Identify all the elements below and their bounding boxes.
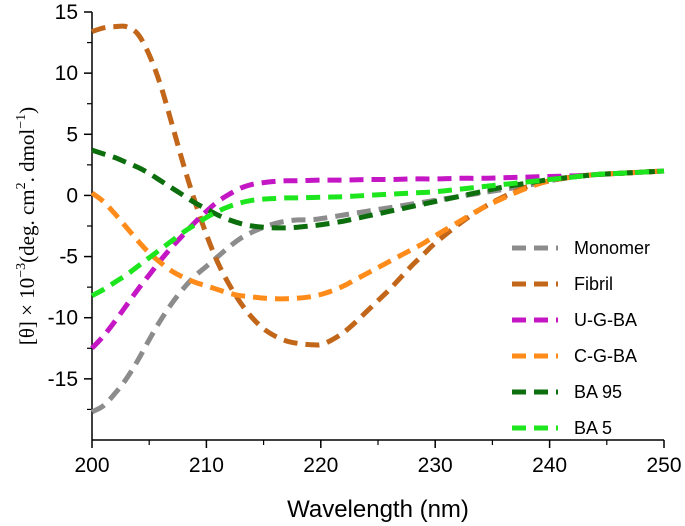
axes	[91, 12, 664, 441]
x-tick-label: 210	[189, 454, 224, 477]
legend-label: Monomer	[574, 238, 650, 258]
y-tick-label: 15	[55, 1, 78, 24]
x-axis-title: Wavelength (nm)	[287, 496, 469, 523]
series-line-ba-5	[90, 168, 665, 298]
y-tick-label: -15	[48, 368, 78, 391]
series-line-monomer	[90, 168, 665, 415]
y-axis-title-exp: −3	[14, 263, 29, 278]
legend-label: C-G-BA	[574, 346, 637, 366]
y-axis-title-body2-exp: −1	[14, 114, 29, 129]
series-line-c-g-ba	[90, 168, 665, 302]
y-axis-title-body: (deg. cm	[15, 189, 39, 262]
x-tick-label: 220	[303, 454, 338, 477]
legend-label: Fibril	[574, 274, 613, 294]
y-tick-label: -10	[48, 307, 78, 330]
series-line-u-g-ba	[90, 168, 665, 351]
x-tick-label: 230	[418, 454, 453, 477]
legend-label: U-G-BA	[574, 310, 637, 330]
y-ticks: 15 10 5 0 -5 -10 -15	[48, 1, 92, 411]
legend-label: BA 95	[574, 382, 622, 402]
y-axis-title-suffix: )	[15, 107, 39, 114]
x-ticks: 200 210 220 230 240 250	[74, 440, 682, 477]
x-tick-label: 200	[74, 454, 109, 477]
y-tick-label: 10	[55, 62, 78, 85]
y-axis-title-prefix: [θ] × 10	[15, 278, 39, 345]
y-axis-title-body2: . dmol	[15, 129, 39, 183]
legend-label: BA 5	[574, 418, 612, 438]
y-tick-label: 5	[66, 123, 78, 146]
series-line-ba-95	[91, 147, 665, 231]
y-axis-title: [θ] × 10−3(deg. cm2. dmol−1)	[14, 107, 39, 345]
y-tick-label: -5	[59, 246, 78, 269]
x-tick-label: 250	[646, 454, 681, 477]
legend: Monomer Fibril U-G-BA C-G-BA BA 95 BA 5	[512, 238, 650, 438]
y-axis-title-body-exp: 2	[14, 182, 29, 189]
y-tick-label: 0	[66, 184, 78, 207]
series-line-fibril	[91, 23, 665, 348]
series-layer	[90, 23, 665, 415]
x-tick-label: 240	[532, 454, 567, 477]
